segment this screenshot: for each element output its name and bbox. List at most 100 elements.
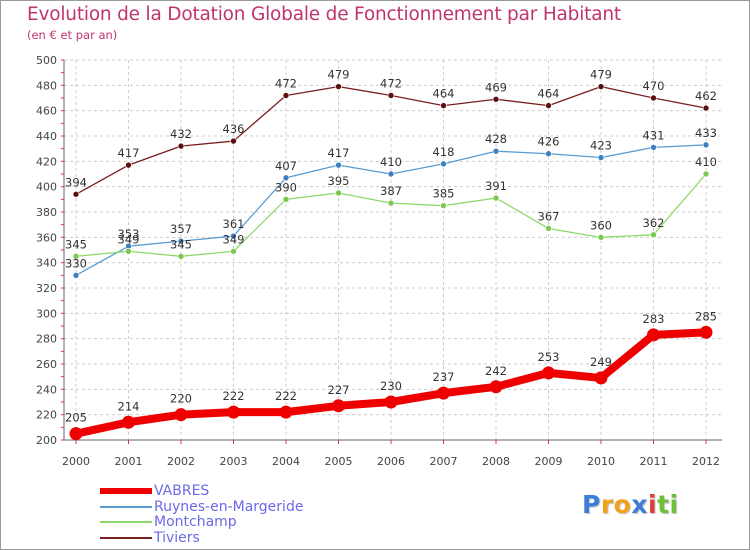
data-point-vabres-2003: [227, 405, 240, 419]
chart-subtitle: (en € et par an): [27, 28, 118, 42]
data-label-montchamp-2011: 362: [643, 216, 665, 230]
data-label-tiviers-2005: 479: [328, 68, 350, 82]
data-label-vabres-2012: 285: [695, 309, 717, 323]
x-tick-label-2009: 2009: [535, 455, 563, 468]
data-point-ruynes-en-margeride-2011: [650, 144, 657, 151]
data-label-montchamp-2005: 395: [328, 174, 350, 188]
x-tick-label-2003: 2003: [220, 455, 248, 468]
data-point-tiviers-2009: [545, 102, 552, 109]
x-tick-label-2002: 2002: [167, 455, 195, 468]
data-point-vabres-2000: [69, 427, 83, 441]
y-tick-label-400: 400: [36, 181, 57, 194]
data-point-vabres-2004: [279, 405, 293, 419]
data-point-montchamp-2008: [492, 194, 500, 202]
data-point-tiviers-2003: [230, 137, 237, 145]
data-labels: 394 417 432 436 472 479 472 464 469 464 479 470 462 3…: [65, 68, 717, 425]
data-point-montchamp-2012: [702, 170, 710, 178]
logo-letter: P: [582, 490, 601, 519]
x-tick-label-2005: 2005: [325, 455, 353, 468]
data-point-vabres-2012: [699, 325, 713, 339]
data-point-tiviers-2008: [492, 95, 500, 103]
data-label-montchamp-2009: 367: [538, 209, 560, 223]
data-point-montchamp-2009: [545, 225, 552, 232]
data-label-tiviers-2008: 469: [485, 80, 507, 94]
data-point-ruynes-en-margeride-2000: [72, 272, 80, 279]
legend-label-ruynes: Ruynes-en-Margeride: [154, 498, 304, 515]
data-label-ruynes-en-margeride-2009: 426: [538, 135, 560, 149]
data-label-vabres-2001: 214: [118, 399, 140, 413]
data-label-montchamp-2001: 349: [118, 232, 140, 246]
data-label-vabres-2005: 227: [328, 383, 350, 397]
legend-label-montchamp: Montchamp: [154, 514, 237, 530]
data-label-ruynes-en-margeride-2003: 361: [223, 217, 245, 231]
data-label-ruynes-en-margeride-2007: 418: [433, 145, 455, 159]
data-label-vabres-2002: 220: [170, 392, 192, 406]
data-point-ruynes-en-margeride-2012: [702, 141, 710, 149]
data-label-vabres-2000: 205: [65, 411, 87, 425]
data-point-ruynes-en-margeride-2003: [230, 232, 237, 240]
data-label-tiviers-2006: 472: [380, 76, 402, 90]
data-point-vabres-2001: [122, 415, 135, 429]
data-label-ruynes-en-margeride-2001: 353: [118, 227, 140, 241]
legend-swatch-vabres: [100, 488, 152, 494]
data-point-tiviers-2001: [125, 161, 132, 169]
data-point-tiviers-2006: [387, 92, 395, 99]
data-label-vabres-2007: 237: [433, 370, 455, 384]
logo-letter: i: [648, 490, 658, 519]
legend-swatch-montchamp: [100, 521, 152, 523]
x-tick-label-2011: 2011: [640, 455, 668, 468]
data-point-ruynes-en-margeride-2007: [440, 160, 447, 168]
data-point-vabres-2005: [332, 399, 345, 413]
data-point-montchamp-2004: [282, 196, 290, 203]
chart-title: Evolution de la Dotation Globale de Fonc…: [27, 4, 621, 25]
data-label-montchamp-2008: 391: [485, 179, 507, 193]
data-point-vabres-2008: [489, 380, 503, 394]
y-tick-label-420: 420: [36, 155, 57, 168]
series-group: [69, 83, 713, 441]
data-point-ruynes-en-margeride-2002: [177, 237, 185, 245]
y-axis-ticks: 200 220 240 260 280 300 320 340 360 380 400 420 440 4…: [36, 54, 64, 447]
data-label-tiviers-2007: 464: [433, 87, 455, 101]
data-point-tiviers-2000: [72, 190, 80, 198]
data-label-vabres-2004: 222: [275, 389, 297, 403]
data-point-ruynes-en-margeride-2004: [282, 174, 290, 182]
data-label-ruynes-en-margeride-2008: 428: [485, 132, 507, 146]
data-label-montchamp-2003: 349: [223, 232, 245, 246]
data-label-vabres-2009: 253: [538, 350, 560, 364]
x-axis-ticks: 2000 2001 2002 2003 2004 2005 2006 2007 2008 2009…: [62, 440, 720, 468]
data-label-ruynes-en-margeride-2004: 407: [275, 159, 297, 173]
data-point-tiviers-2005: [335, 83, 342, 90]
data-point-tiviers-2002: [177, 142, 185, 150]
legend-label-tiviers: Tiviers: [154, 529, 200, 546]
x-tick-label-2004: 2004: [272, 455, 300, 468]
y-tick-label-440: 440: [36, 130, 57, 143]
data-label-vabres-2010: 249: [590, 355, 612, 369]
y-tick-label-480: 480: [36, 79, 57, 92]
data-label-vabres-2006: 230: [380, 379, 402, 393]
data-label-montchamp-2012: 410: [695, 155, 717, 169]
data-point-montchamp-2011: [650, 231, 657, 239]
data-label-ruynes-en-margeride-2002: 357: [170, 222, 192, 236]
data-label-tiviers-2012: 462: [695, 89, 717, 103]
x-tick-label-2012: 2012: [692, 455, 720, 468]
data-point-montchamp-2000: [72, 253, 80, 260]
data-point-ruynes-en-margeride-2006: [387, 170, 395, 178]
data-point-montchamp-2002: [177, 253, 185, 260]
legend-swatch-tiviers: [100, 536, 152, 539]
data-label-ruynes-en-margeride-2010: 423: [590, 139, 612, 153]
data-label-tiviers-2010: 479: [590, 68, 612, 82]
y-tick-label-360: 360: [36, 231, 57, 244]
x-tick-label-2006: 2006: [377, 455, 405, 468]
data-label-montchamp-2006: 387: [380, 184, 402, 198]
data-point-montchamp-2006: [387, 199, 395, 207]
logo-letter: i: [669, 490, 679, 519]
data-label-montchamp-2007: 385: [433, 187, 455, 201]
data-point-ruynes-en-margeride-2008: [492, 147, 500, 155]
legend-swatch-ruynes: [100, 505, 152, 508]
data-label-montchamp-2002: 345: [170, 237, 192, 251]
data-point-tiviers-2012: [702, 104, 710, 112]
logo-letter: x: [631, 490, 648, 519]
logo-letter: o: [613, 490, 632, 519]
y-tick-label-340: 340: [36, 257, 57, 270]
